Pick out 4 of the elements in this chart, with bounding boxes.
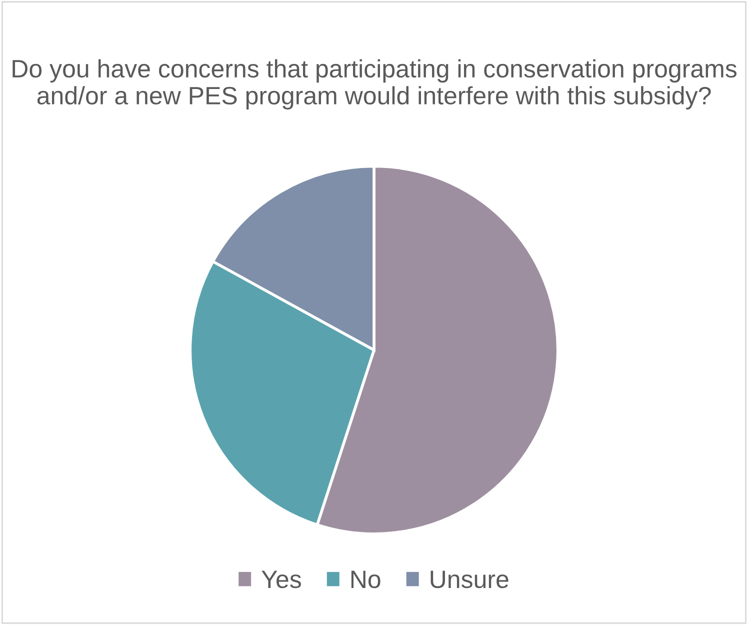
chart-title: Do you have concerns that participating in conservation programs and/or a new PES program would interfere with this subsidy? <box>12 59 737 110</box>
legend-label: Yes <box>262 570 301 588</box>
legend-label: No <box>351 570 380 588</box>
legend-label: Unsure <box>430 570 508 588</box>
